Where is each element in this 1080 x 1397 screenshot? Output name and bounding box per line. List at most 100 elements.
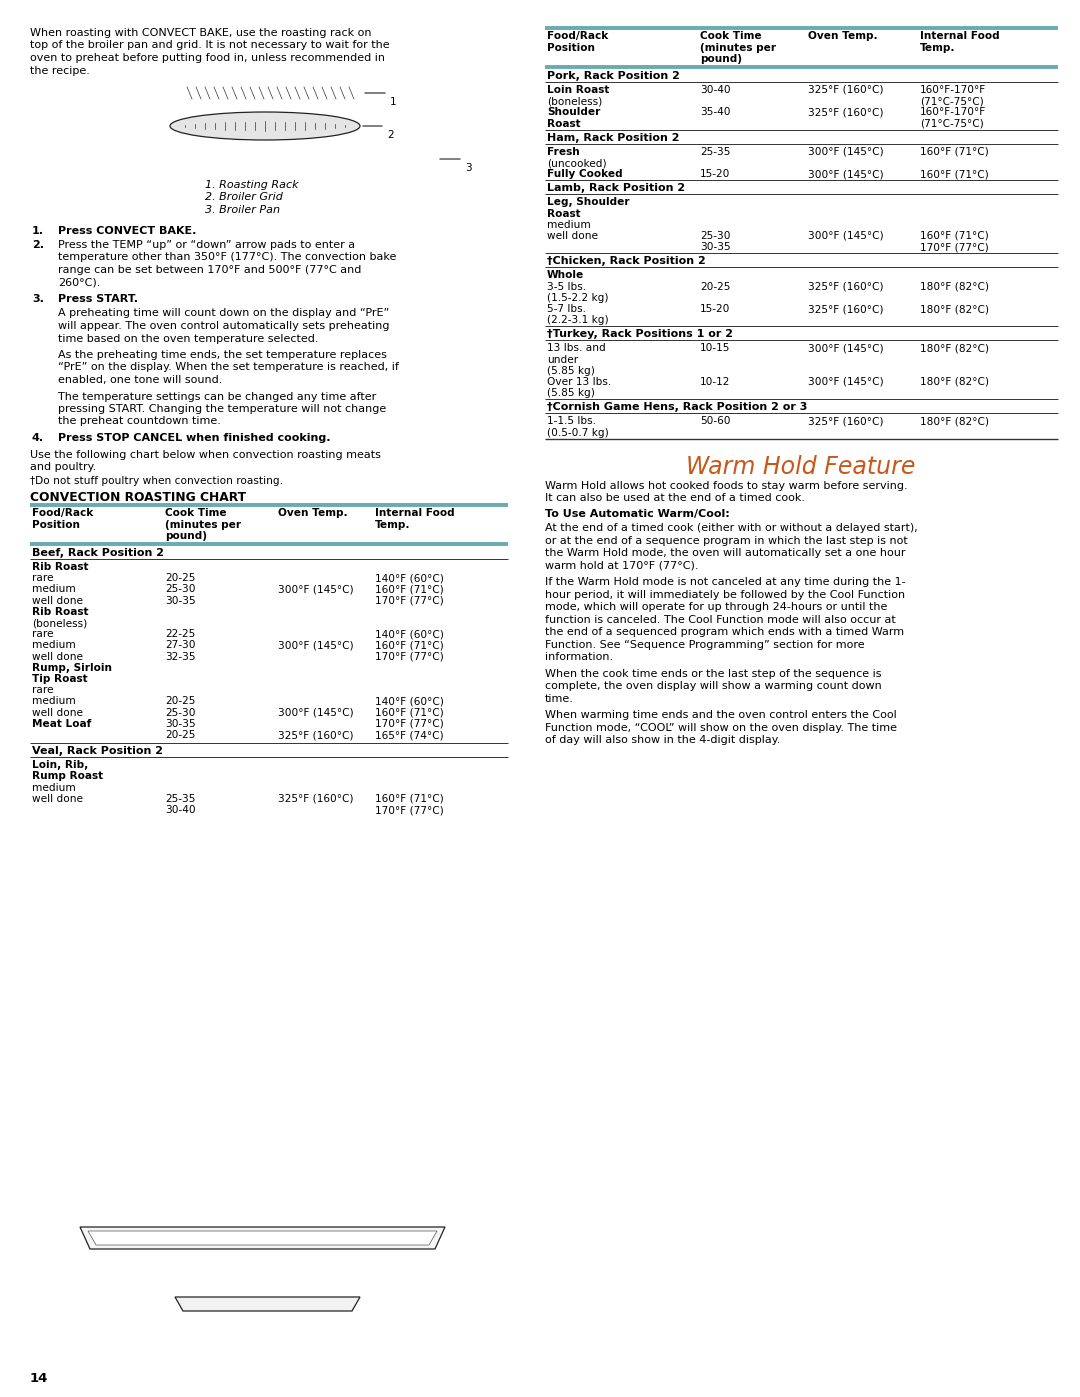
Text: Function. See “Sequence Programming” section for more: Function. See “Sequence Programming” sec… — [545, 640, 865, 650]
Text: 170°F (77°C): 170°F (77°C) — [375, 805, 444, 814]
Text: 20-25: 20-25 — [165, 731, 195, 740]
Text: 15-20: 15-20 — [700, 169, 730, 179]
Text: It can also be used at the end of a timed cook.: It can also be used at the end of a time… — [545, 493, 805, 503]
Text: Cook Time
(minutes per
pound): Cook Time (minutes per pound) — [700, 31, 777, 64]
Text: medium: medium — [32, 696, 76, 707]
Text: 160°F-170°F: 160°F-170°F — [920, 85, 986, 95]
Text: Warm Hold Feature: Warm Hold Feature — [686, 455, 916, 479]
Text: 25-35: 25-35 — [165, 793, 195, 803]
Text: 2: 2 — [387, 130, 393, 140]
Text: Press the TEMP “up” or “down” arrow pads to enter a: Press the TEMP “up” or “down” arrow pads… — [58, 240, 355, 250]
Text: medium: medium — [32, 584, 76, 594]
Text: Cook Time
(minutes per
pound): Cook Time (minutes per pound) — [165, 509, 241, 541]
Text: well done: well done — [32, 651, 83, 662]
Text: (71°C-75°C): (71°C-75°C) — [920, 119, 984, 129]
Text: 13 lbs. and: 13 lbs. and — [546, 344, 606, 353]
Text: Rib Roast: Rib Roast — [32, 562, 89, 571]
Text: pressing START. Changing the temperature will not change: pressing START. Changing the temperature… — [58, 404, 387, 414]
Text: well done: well done — [32, 793, 83, 803]
Text: medium: medium — [546, 219, 591, 229]
Text: Rib Roast: Rib Roast — [32, 606, 89, 617]
Text: mode, which will operate for up through 24-hours or until the: mode, which will operate for up through … — [545, 602, 888, 612]
Text: †Turkey, Rack Positions 1 or 2: †Turkey, Rack Positions 1 or 2 — [546, 330, 733, 339]
Text: 160°F (71°C): 160°F (71°C) — [375, 640, 444, 651]
Text: 20-25: 20-25 — [165, 573, 195, 583]
Text: range can be set between 170°F and 500°F (77°C and: range can be set between 170°F and 500°F… — [58, 265, 362, 275]
Text: warm hold at 170°F (77°C).: warm hold at 170°F (77°C). — [545, 560, 699, 571]
Text: 180°F (82°C): 180°F (82°C) — [920, 416, 989, 426]
Text: Rump Roast: Rump Roast — [32, 771, 103, 781]
Text: Press CONVECT BAKE.: Press CONVECT BAKE. — [58, 225, 197, 236]
Text: 140°F (60°C): 140°F (60°C) — [375, 629, 444, 640]
Text: rare: rare — [32, 685, 54, 696]
Text: Leg, Shoulder: Leg, Shoulder — [546, 197, 630, 207]
Text: 300°F (145°C): 300°F (145°C) — [278, 708, 353, 718]
Text: 300°F (145°C): 300°F (145°C) — [808, 231, 883, 242]
Text: 325°F (160°C): 325°F (160°C) — [278, 731, 353, 740]
Text: 170°F (77°C): 170°F (77°C) — [920, 242, 989, 253]
Text: the end of a sequenced program which ends with a timed Warm: the end of a sequenced program which end… — [545, 627, 904, 637]
Text: Loin Roast: Loin Roast — [546, 85, 609, 95]
Text: 20-25: 20-25 — [165, 696, 195, 707]
Text: Internal Food
Temp.: Internal Food Temp. — [920, 31, 1000, 53]
Polygon shape — [175, 1296, 360, 1310]
Text: “PrE” on the display. When the set temperature is reached, if: “PrE” on the display. When the set tempe… — [58, 362, 399, 373]
Text: 180°F (82°C): 180°F (82°C) — [920, 305, 989, 314]
Text: Roast: Roast — [546, 208, 581, 218]
Text: Over 13 lbs.: Over 13 lbs. — [546, 377, 611, 387]
Text: 325°F (160°C): 325°F (160°C) — [808, 305, 883, 314]
Text: rare: rare — [32, 573, 54, 583]
Text: complete, the oven display will show a warming count down: complete, the oven display will show a w… — [545, 682, 881, 692]
Text: 300°F (145°C): 300°F (145°C) — [278, 640, 353, 651]
Text: 180°F (82°C): 180°F (82°C) — [920, 282, 989, 292]
Text: 3.: 3. — [32, 293, 44, 305]
Text: 22-25: 22-25 — [165, 629, 195, 640]
Text: information.: information. — [545, 652, 613, 662]
Text: (5.85 kg): (5.85 kg) — [546, 366, 595, 376]
Text: Rump, Sirloin: Rump, Sirloin — [32, 662, 112, 673]
Text: under: under — [546, 355, 578, 365]
Text: Pork, Rack Position 2: Pork, Rack Position 2 — [546, 71, 680, 81]
Text: of day will also show in the 4-digit display.: of day will also show in the 4-digit dis… — [545, 735, 781, 746]
Text: time.: time. — [545, 694, 573, 704]
Text: or at the end of a sequence program in which the last step is not: or at the end of a sequence program in w… — [545, 536, 908, 546]
Text: (boneless): (boneless) — [32, 617, 87, 629]
Text: 30-40: 30-40 — [165, 805, 195, 814]
Text: 30-40: 30-40 — [700, 85, 731, 95]
Text: 32-35: 32-35 — [165, 651, 195, 662]
Text: (2.2-3.1 kg): (2.2-3.1 kg) — [546, 316, 609, 326]
Text: CONVECTION ROASTING CHART: CONVECTION ROASTING CHART — [30, 490, 246, 504]
Text: 325°F (160°C): 325°F (160°C) — [808, 416, 883, 426]
Text: 30-35: 30-35 — [165, 719, 195, 729]
Text: Ham, Rack Position 2: Ham, Rack Position 2 — [546, 133, 679, 142]
Text: 170°F (77°C): 170°F (77°C) — [375, 719, 444, 729]
Text: Internal Food
Temp.: Internal Food Temp. — [375, 509, 455, 529]
Text: medium: medium — [32, 640, 76, 651]
Text: 140°F (60°C): 140°F (60°C) — [375, 696, 444, 707]
Text: 160°F (71°C): 160°F (71°C) — [375, 584, 444, 594]
Text: A preheating time will count down on the display and “PrE”: A preheating time will count down on the… — [58, 309, 389, 319]
Text: 1.: 1. — [32, 225, 44, 236]
Text: 160°F (71°C): 160°F (71°C) — [920, 169, 989, 179]
Text: 30-35: 30-35 — [700, 242, 731, 253]
Text: (uncooked): (uncooked) — [546, 158, 607, 168]
Text: Veal, Rack Position 2: Veal, Rack Position 2 — [32, 746, 163, 756]
Text: 170°F (77°C): 170°F (77°C) — [375, 651, 444, 662]
Text: 50-60: 50-60 — [700, 416, 730, 426]
Text: 25-35: 25-35 — [700, 147, 730, 156]
Text: When warming time ends and the oven control enters the Cool: When warming time ends and the oven cont… — [545, 710, 896, 721]
Text: 10-15: 10-15 — [700, 344, 730, 353]
Text: 160°F-170°F: 160°F-170°F — [920, 108, 986, 117]
Text: and poultry.: and poultry. — [30, 462, 96, 472]
Text: 160°F (71°C): 160°F (71°C) — [375, 708, 444, 718]
Text: 300°F (145°C): 300°F (145°C) — [808, 169, 883, 179]
Text: well done: well done — [32, 595, 83, 606]
Text: Food/Rack
Position: Food/Rack Position — [32, 509, 93, 529]
Text: (1.5-2.2 kg): (1.5-2.2 kg) — [546, 293, 608, 303]
Text: Tip Roast: Tip Roast — [32, 673, 87, 685]
Text: 27-30: 27-30 — [165, 640, 195, 651]
Text: To Use Automatic Warm/Cool:: To Use Automatic Warm/Cool: — [545, 509, 730, 518]
Text: Press STOP CANCEL when finished cooking.: Press STOP CANCEL when finished cooking. — [58, 433, 330, 443]
Text: 2.: 2. — [32, 240, 44, 250]
Text: 25-30: 25-30 — [165, 584, 195, 594]
